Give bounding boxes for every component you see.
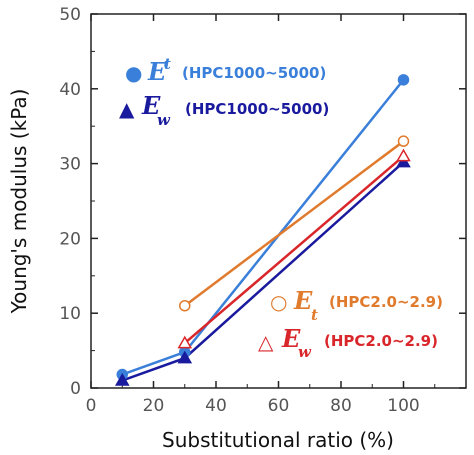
legend-symbol-sub: w: [298, 343, 312, 361]
data-point-et-hpc2: [179, 299, 191, 312]
x-axis-ticks: 0 20 40 60 80 100: [86, 14, 436, 416]
x-tick-label: 100: [387, 396, 419, 416]
x-tick-label: 60: [268, 396, 290, 416]
y-axis-ticks: 0 10 20 30 40 50: [59, 5, 466, 399]
data-point-ew-hpc: [177, 350, 193, 364]
legend-symbol-sub: t: [311, 306, 318, 324]
legend-open-triangle-icon: △: [258, 330, 274, 354]
legend-range: (HPC1000~5000): [185, 100, 329, 118]
y-axis-title: Young's modulus (kPa): [7, 89, 31, 315]
legend-entry-et-hpc2: ○ E t (HPC2.0~2.9): [270, 286, 443, 324]
legend-open-circle-icon: ○: [270, 290, 287, 314]
y-tick-label: 20: [59, 229, 81, 249]
data-point-ew-hpc2: [396, 148, 411, 162]
legend-symbol-sub: t: [164, 55, 171, 73]
legend-filled-triangle-icon: ▲: [119, 97, 135, 121]
y-tick-label: 10: [59, 304, 81, 324]
x-tick-label: 20: [143, 396, 165, 416]
legend-filled-circle-icon: ●: [125, 61, 142, 85]
y-tick-label: 40: [59, 80, 81, 100]
legend-range: (HPC2.0~2.9): [324, 332, 438, 350]
legend-symbol-main: E: [281, 324, 301, 353]
legend-range: (HPC2.0~2.9): [329, 293, 443, 311]
series-line-et-hpc2: [184, 140, 405, 307]
data-point-ew-hpc2: [177, 335, 193, 349]
y-tick-label: 0: [70, 379, 81, 399]
data-point-et-hpc2: [397, 135, 410, 147]
legend-symbol-main: E: [147, 57, 167, 86]
legend-symbol-sub: w: [157, 111, 171, 129]
legend-entry-ew-hpc: ▲ E w (HPC1000~5000): [119, 91, 329, 129]
series-line-ew-hpc2: [183, 155, 405, 345]
legend-symbol-main: E: [141, 91, 161, 120]
series-markers: [115, 74, 411, 386]
data-point-et-hpc: [397, 74, 410, 86]
x-tick-label: 0: [86, 396, 97, 416]
x-tick-label: 80: [330, 396, 352, 416]
legend-entry-et-hpc: ● E t (HPC1000~5000): [125, 55, 326, 86]
legend-range: (HPC1000~5000): [182, 64, 326, 82]
data-point-ew-hpc: [115, 372, 130, 386]
y-tick-label: 30: [59, 155, 81, 175]
x-axis-title: Substitutional ratio (%): [162, 428, 394, 452]
y-tick-label: 50: [59, 5, 81, 25]
legend-entry-ew-hpc2: △ E w (HPC2.0~2.9): [258, 324, 438, 361]
x-tick-label: 40: [205, 396, 227, 416]
legend-symbol-main: E: [293, 286, 313, 315]
